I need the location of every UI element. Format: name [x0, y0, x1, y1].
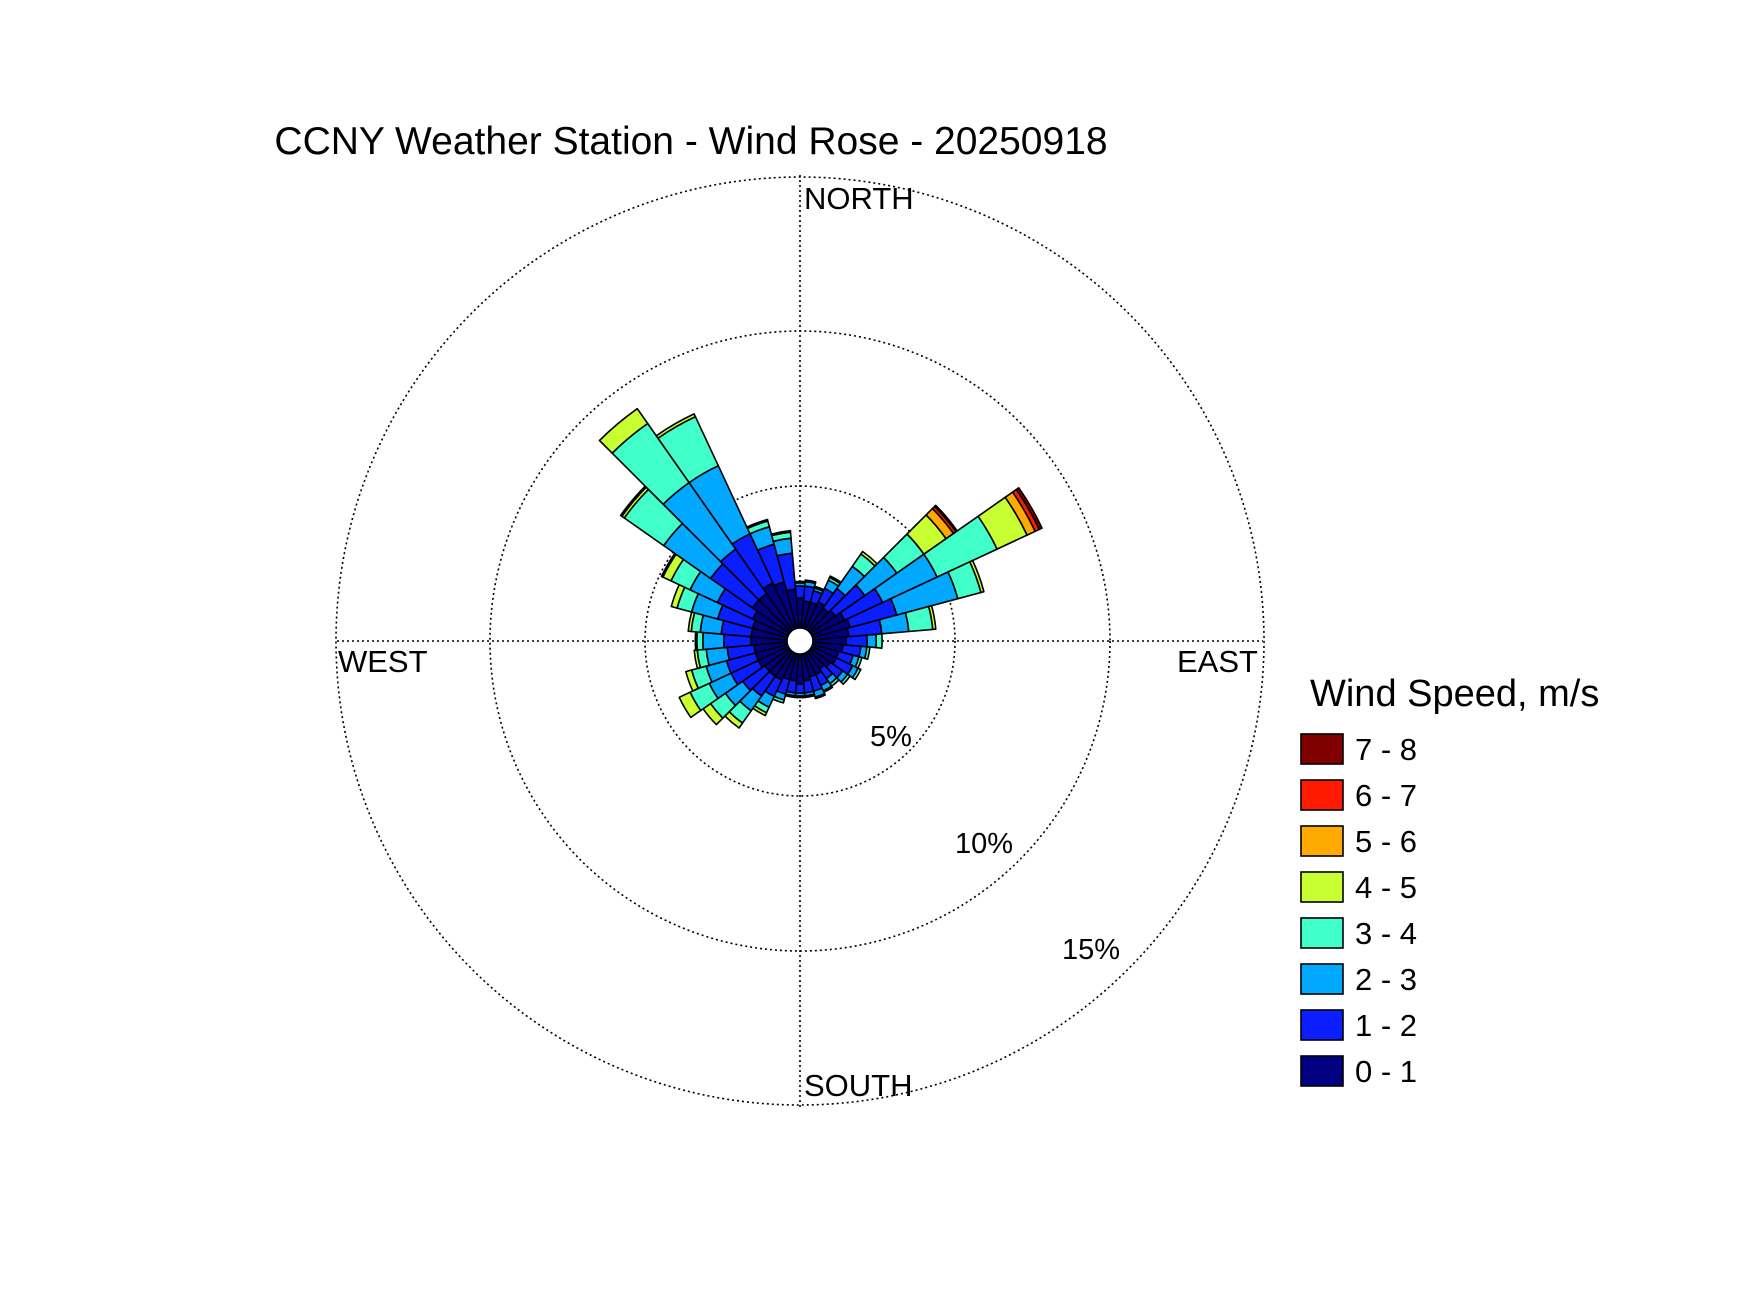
bar-segment-dir100-bin3	[864, 646, 871, 660]
bar-segment-dir70-bin4	[969, 559, 985, 594]
ring-15	[335, 176, 1265, 1106]
legend-label-2: 5 - 6	[1355, 824, 1417, 859]
bar-segment-dir260-bin4	[693, 649, 702, 670]
bar-segment-dir250-bin4	[685, 669, 700, 692]
center-hole	[786, 627, 814, 655]
legend-label-3: 4 - 5	[1355, 870, 1417, 905]
direction-label-west: WEST	[338, 644, 428, 679]
bar-segment-dir240-bin4	[678, 691, 702, 719]
bar-segment-dir270-bin2	[702, 631, 725, 651]
bar-segment-dir90-bin2	[866, 633, 877, 649]
direction-label-east: EAST	[1177, 644, 1258, 679]
legend-swatch-6	[1300, 1009, 1344, 1041]
bar-segment-dir350-bin4	[770, 529, 792, 537]
legend-title: Wind Speed, m/s	[1310, 673, 1599, 715]
legend-swatch-0	[1300, 733, 1344, 765]
ring-5	[644, 485, 956, 797]
bar-segment-dir180-bin3	[794, 695, 806, 699]
ring-10	[489, 330, 1111, 952]
bar-segment-dir270-bin4	[694, 631, 698, 651]
legend-swatch-4	[1300, 917, 1344, 949]
ring-label-5: 5%	[870, 721, 912, 753]
bar-segment-dir60-bin7	[1015, 487, 1043, 531]
legend-swatch-2	[1300, 825, 1344, 857]
legend-label-7: 0 - 1	[1355, 1054, 1417, 1089]
bar-segment-dir90-bin3	[875, 633, 883, 649]
legend-label-4: 3 - 4	[1355, 916, 1417, 951]
bar-segment-dir120-bin3	[851, 667, 862, 681]
legend-label-1: 6 - 7	[1355, 778, 1417, 813]
ring-label-15: 15%	[1062, 934, 1120, 966]
bar-segment-dir320-bin4	[598, 407, 649, 454]
chart-title: CCNY Weather Station - Wind Rose - 20250…	[274, 120, 1107, 163]
bar-segment-dir10-bin3	[804, 579, 817, 585]
direction-label-south: SOUTH	[804, 1068, 913, 1103]
legend-swatch-7	[1300, 1055, 1344, 1087]
legend-label-0: 7 - 8	[1355, 732, 1417, 767]
ring-label-10: 10%	[955, 828, 1013, 860]
legend-swatch-3	[1300, 871, 1344, 903]
wind-rose-bars	[598, 407, 1043, 729]
legend-swatch-1	[1300, 779, 1344, 811]
bar-segment-dir80-bin4	[927, 604, 937, 631]
legend-label-5: 2 - 3	[1355, 962, 1417, 997]
legend: Wind Speed, m/s 7 - 8 6 - 7 5 - 6 4 - 5 3 - …	[1300, 673, 1599, 1089]
bar-segment-dir130-bin3	[840, 673, 851, 685]
bar-segment-dir160-bin3	[814, 692, 826, 700]
bar-segment-dir0-bin3	[794, 580, 806, 584]
direction-label-north: NORTH	[804, 181, 914, 216]
legend-swatch-5	[1300, 963, 1344, 995]
bar-segment-dir330-bin4	[655, 413, 697, 439]
bar-segment-dir340-bin4	[746, 518, 769, 530]
legend-label-6: 1 - 2	[1355, 1008, 1417, 1043]
